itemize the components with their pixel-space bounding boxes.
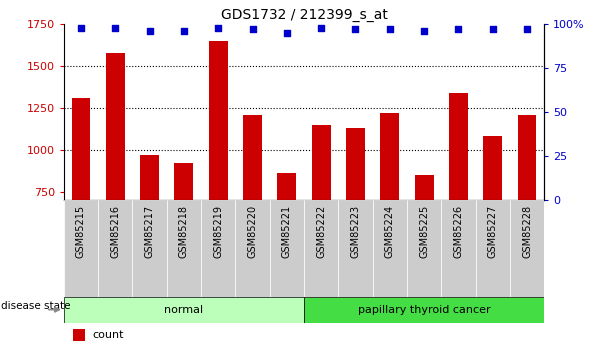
Text: normal: normal — [164, 305, 204, 315]
Bar — [510, 200, 544, 297]
Point — [351, 27, 361, 32]
Text: GSM85219: GSM85219 — [213, 205, 223, 258]
Text: papillary thyroid cancer: papillary thyroid cancer — [358, 305, 491, 315]
Bar — [517, 115, 536, 200]
Bar — [167, 200, 201, 297]
Bar — [338, 200, 373, 297]
Bar — [201, 200, 235, 297]
Bar — [346, 128, 365, 200]
Text: GSM85216: GSM85216 — [110, 205, 120, 258]
Bar — [209, 41, 227, 200]
Text: GSM85217: GSM85217 — [145, 205, 154, 258]
Bar — [449, 93, 468, 200]
Bar — [174, 163, 193, 200]
Text: GSM85225: GSM85225 — [419, 205, 429, 258]
Point — [385, 27, 395, 32]
Point — [419, 28, 429, 34]
Bar — [64, 200, 98, 297]
Bar — [106, 53, 125, 200]
Bar — [133, 200, 167, 297]
Point — [488, 27, 497, 32]
Point — [316, 25, 326, 30]
Bar — [304, 200, 338, 297]
Text: GSM85227: GSM85227 — [488, 205, 498, 258]
Bar — [441, 200, 475, 297]
Bar — [98, 200, 133, 297]
Bar — [74, 329, 86, 341]
Bar — [373, 200, 407, 297]
Point — [454, 27, 463, 32]
Point — [282, 30, 292, 36]
Bar — [277, 173, 296, 200]
Bar — [235, 200, 270, 297]
Bar — [270, 200, 304, 297]
Text: GSM85222: GSM85222 — [316, 205, 326, 258]
Point — [213, 25, 223, 30]
Point — [522, 27, 532, 32]
Bar — [64, 297, 304, 323]
Text: GSM85220: GSM85220 — [247, 205, 258, 258]
Text: count: count — [92, 330, 124, 340]
Bar — [140, 155, 159, 200]
Point — [247, 27, 257, 32]
Text: GSM85215: GSM85215 — [76, 205, 86, 258]
Text: GSM85228: GSM85228 — [522, 205, 532, 258]
Title: GDS1732 / 212399_s_at: GDS1732 / 212399_s_at — [221, 8, 387, 22]
Bar — [407, 200, 441, 297]
Text: disease state: disease state — [1, 301, 71, 311]
Bar — [312, 125, 331, 200]
Text: GSM85221: GSM85221 — [282, 205, 292, 258]
Point — [76, 25, 86, 30]
Bar — [475, 200, 510, 297]
Bar — [381, 113, 399, 200]
Point — [111, 25, 120, 30]
Bar — [304, 297, 544, 323]
Point — [179, 28, 188, 34]
Text: GSM85224: GSM85224 — [385, 205, 395, 258]
Bar — [72, 98, 91, 200]
Bar — [483, 136, 502, 200]
Point — [145, 28, 154, 34]
Text: GSM85226: GSM85226 — [454, 205, 463, 258]
Bar — [415, 175, 434, 200]
Text: GSM85218: GSM85218 — [179, 205, 189, 258]
Text: GSM85223: GSM85223 — [350, 205, 361, 258]
Bar — [243, 115, 262, 200]
